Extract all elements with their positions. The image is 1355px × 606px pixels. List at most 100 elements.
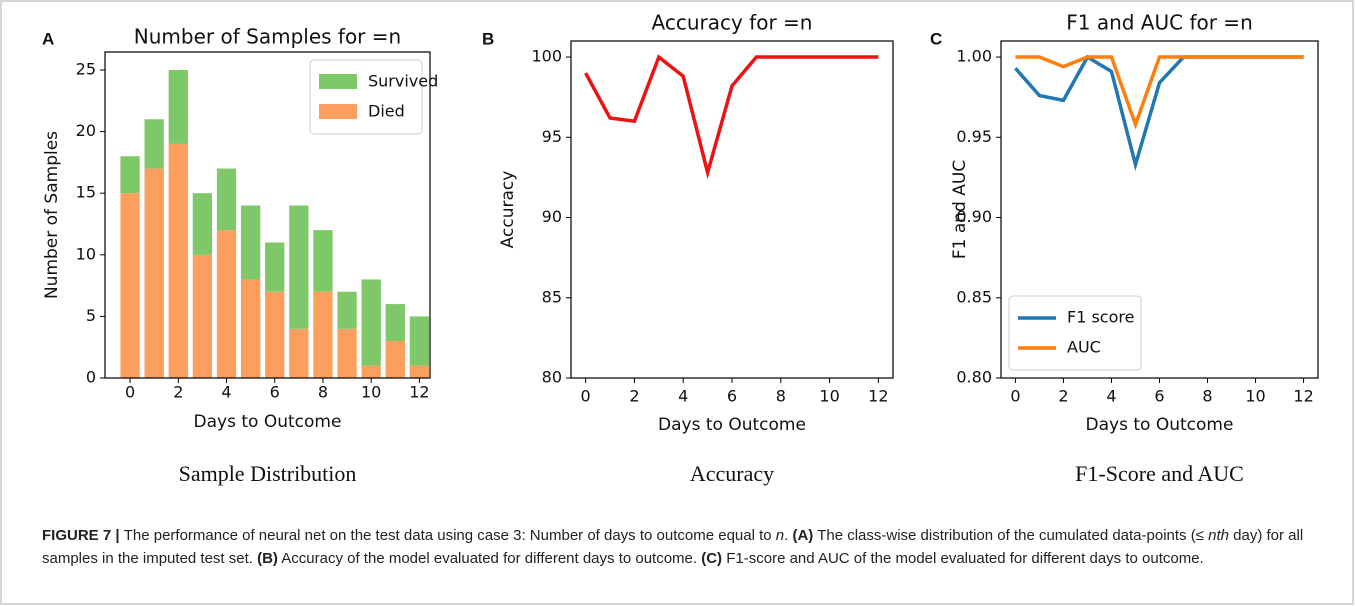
bar-segment (361, 279, 381, 366)
y-tick-label: 80 (542, 368, 562, 387)
bar-segment (240, 279, 261, 378)
x-tick-label: 12 (1293, 387, 1313, 406)
bar-segment (144, 168, 164, 378)
x-tick-label: 10 (1245, 387, 1265, 406)
y-axis-label: Number of Samples (42, 131, 62, 299)
y-tick-label: 0.85 (956, 287, 992, 306)
y-tick-label: 0.80 (956, 368, 992, 387)
x-tick-label: 6 (1154, 387, 1164, 406)
subcaption: F1-Score and AUC (1075, 461, 1244, 486)
caption-segment: FIGURE 7 | (42, 527, 124, 544)
bar-segment (168, 143, 188, 378)
caption-segment: day) for all samples in the imputed test… (42, 527, 1304, 567)
y-tick-label: 95 (542, 127, 562, 146)
x-tick-label: 4 (221, 383, 231, 402)
legend-label: AUC (1067, 338, 1101, 357)
bar-segment (337, 328, 357, 378)
legend-box (1008, 295, 1142, 371)
bar-segment (289, 328, 309, 378)
x-axis-label: Days to Outcome (194, 412, 342, 432)
line (1015, 55, 1304, 130)
x-tick-label: 0 (125, 383, 135, 402)
bar-segment (361, 365, 381, 378)
x-tick-label: 2 (1058, 387, 1068, 406)
bar-segment (385, 304, 405, 342)
bar-segment (216, 230, 237, 378)
legend-label: Survived (368, 72, 438, 91)
line (1014, 54, 1304, 172)
x-tick-label: 0 (1010, 387, 1020, 406)
y-tick-label: 20 (76, 121, 96, 140)
caption-segment: The performance of neural net on the tes… (123, 527, 776, 544)
bar-segment (144, 119, 164, 169)
x-tick-label: 8 (1202, 387, 1212, 406)
x-tick-label: 8 (318, 383, 328, 402)
y-tick-label: 15 (76, 183, 96, 202)
subcaption: Accuracy (690, 461, 774, 486)
axes-frame (570, 40, 894, 379)
legend-swatch (319, 104, 357, 119)
bar-segment (313, 291, 333, 378)
bar-segment (192, 254, 213, 378)
x-axis-label: Days to Outcome (1086, 415, 1234, 435)
caption-segment: (C) (701, 550, 723, 567)
bar-segment (216, 168, 237, 231)
x-tick-label: 12 (409, 383, 429, 402)
chart-title: Accuracy for =n (652, 11, 813, 35)
x-tick-label: 2 (173, 383, 183, 402)
y-tick-label: 25 (76, 59, 96, 78)
legend-swatch (319, 74, 357, 89)
caption-segment: n (775, 527, 785, 544)
caption-segment: F1-score and AUC of the model evaluated … (722, 550, 1204, 567)
bar-segment (409, 365, 430, 378)
bar-segment (289, 205, 309, 329)
legend-label: F1 score (1067, 308, 1134, 327)
bar-segment (120, 193, 140, 378)
caption-segment: . (784, 527, 793, 544)
bar-segment (265, 291, 285, 378)
y-tick-label: 100 (531, 47, 562, 66)
caption-segment: nth (1208, 527, 1229, 544)
axes-frame (104, 51, 431, 379)
bar-segment (192, 193, 213, 255)
x-tick-label: 8 (776, 387, 786, 406)
axes-frame (1000, 40, 1319, 379)
bar-segment (409, 316, 430, 366)
x-tick-label: 10 (361, 383, 381, 402)
subcaption: Sample Distribution (179, 461, 357, 486)
x-tick-label: 4 (1106, 387, 1116, 406)
figure-caption: FIGURE 7 | The performance of neural net… (42, 524, 1332, 570)
x-tick-label: 12 (868, 387, 888, 406)
x-tick-label: 6 (727, 387, 737, 406)
y-axis-label: Accuracy (498, 171, 518, 249)
x-tick-label: 2 (629, 387, 639, 406)
chart-title: Number of Samples for =n (134, 25, 401, 49)
bar-segment (337, 291, 357, 329)
y-tick-label: 0.95 (956, 127, 992, 146)
y-axis-label: F1 and AUC (950, 160, 970, 259)
bar-segment (240, 205, 261, 280)
x-tick-label: 6 (270, 383, 280, 402)
line (584, 54, 879, 180)
y-tick-label: 10 (76, 244, 96, 263)
bar-segment (168, 69, 188, 144)
y-tick-label: 90 (542, 207, 562, 226)
panel-letter: C (930, 29, 942, 48)
caption-segment: The class-wise distribution of the cumul… (813, 527, 1209, 544)
panel-letter: A (42, 29, 54, 48)
caption-segment: (B) (257, 550, 278, 567)
panel-letter: B (482, 29, 494, 48)
bar-segment (120, 156, 140, 194)
legend-label: Died (368, 102, 405, 121)
y-tick-label: 1.00 (956, 47, 992, 66)
y-tick-label: 85 (542, 287, 562, 306)
caption-segment: Accuracy of the model evaluated for diff… (277, 550, 702, 567)
x-axis-label: Days to Outcome (658, 415, 806, 435)
x-tick-label: 4 (678, 387, 688, 406)
bar-segment (385, 341, 405, 378)
y-tick-label: 5 (86, 306, 96, 325)
x-tick-label: 0 (581, 387, 591, 406)
